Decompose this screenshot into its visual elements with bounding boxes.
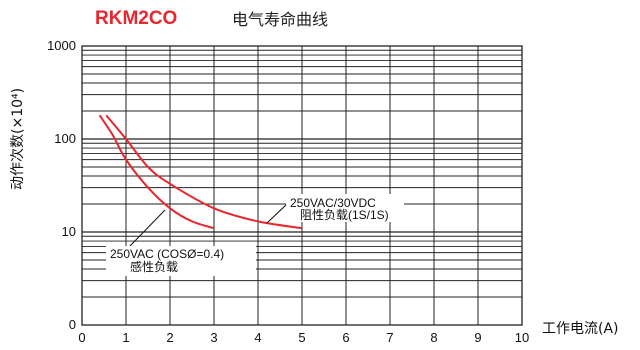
y-tick-label: 1000 <box>47 38 76 53</box>
resistive-label-line1: 250VAC/30VDC <box>290 196 376 210</box>
resistive-label-line2: 阻性负载(1S/1S) <box>300 208 389 222</box>
series-line-resistive <box>105 114 303 230</box>
model-name: RKM2CO <box>95 8 177 29</box>
resistive-label-box <box>286 194 404 222</box>
y-axis-label: 动作次数(×10⁴) <box>10 88 26 190</box>
grid <box>81 45 523 326</box>
x-axis-label: 工作电流(A) <box>542 321 619 337</box>
series-line-inductive <box>98 114 215 230</box>
x-tick-label: 2 <box>166 330 173 345</box>
x-tick-label: 7 <box>386 330 393 345</box>
inductive-leader-line <box>129 209 166 247</box>
resistive-leader-line <box>266 204 287 224</box>
series-lines <box>98 114 303 230</box>
x-tick-label: 6 <box>342 330 349 345</box>
inductive-label-line2: 感性负载 <box>130 259 178 274</box>
chart-title: 电气寿命曲线 <box>232 10 328 29</box>
x-tick-label: 1 <box>122 330 129 345</box>
y-tick-label: 100 <box>54 131 76 146</box>
x-tick-label: 4 <box>254 330 261 345</box>
x-tick-label: 5 <box>298 330 305 345</box>
x-tick-label: 8 <box>430 330 437 345</box>
x-tick-label: 3 <box>210 330 217 345</box>
y-tick-label: 0 <box>69 317 76 332</box>
y-tick-label: 10 <box>62 224 76 239</box>
x-tick-label: 10 <box>515 330 529 345</box>
x-tick-label: 0 <box>78 330 85 345</box>
inductive-label-box <box>106 246 256 276</box>
inductive-label-line1: 250VAC (COSØ=0.4) <box>110 247 224 261</box>
x-tick-label: 9 <box>474 330 481 345</box>
